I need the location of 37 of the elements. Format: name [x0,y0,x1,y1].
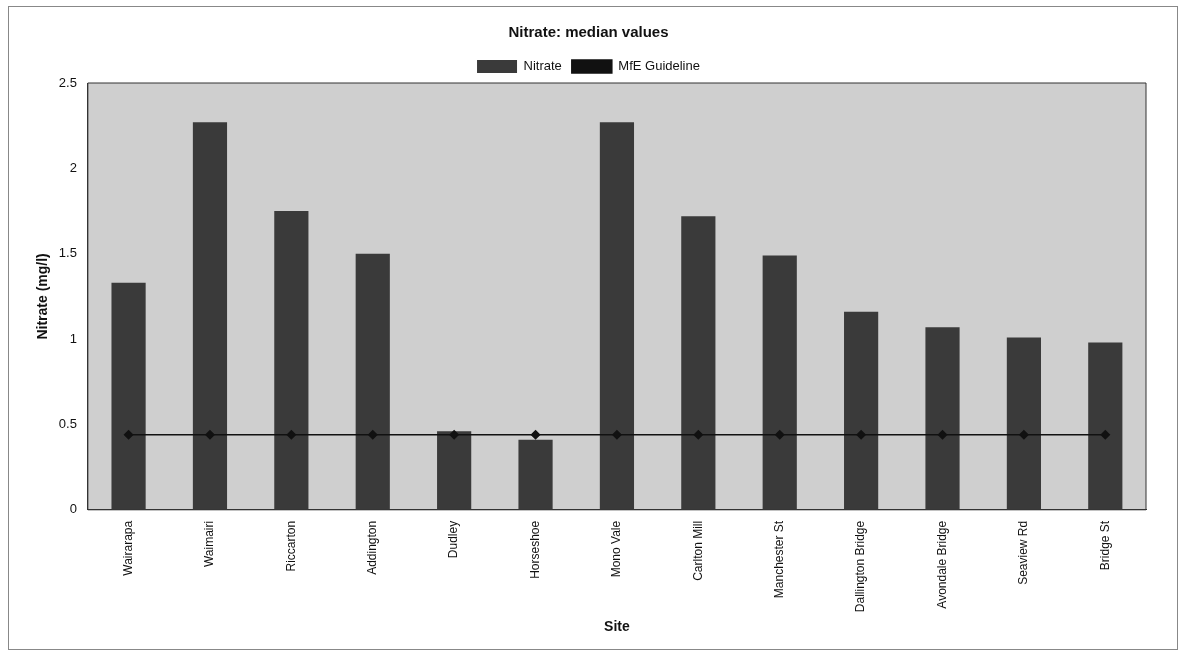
bar [1088,342,1123,510]
y-tick-label: 0 [69,501,77,517]
y-axis-title: Nitrate (mg/l) [34,253,51,340]
y-tick-label: 1.5 [58,245,77,261]
x-tick-label: Manchester St [772,520,787,599]
y-tick-label: 2 [69,159,77,175]
legend-label: Nitrate [523,58,562,74]
x-tick-label: Waimairi [202,520,217,568]
bar [274,211,309,510]
x-tick-label: Seaview Rd [1016,520,1031,585]
y-tick-label: 0.5 [58,416,77,432]
y-tick-label: 2.5 [58,74,77,90]
x-tick-label: Dallington Bridge [853,520,868,613]
bar [681,216,716,510]
bar [192,122,228,510]
x-tick-label: Wairarapa [120,520,135,576]
bar [599,122,635,510]
x-tick-label: Riccarton [283,520,298,572]
x-tick-label: Bridge St [1097,520,1112,571]
x-tick-label: Carlton Mill [690,520,705,581]
bar [844,311,879,510]
x-tick-label: Horseshoe [527,520,542,579]
chart-title: Nitrate: median values [508,23,669,41]
bar [437,431,472,510]
x-tick-label: Avondale Bridge [934,520,949,609]
bar [111,282,146,510]
x-tick-label: Dudley [446,520,461,559]
legend-label: MfE Guideline [618,58,700,74]
x-tick-label: Addington [365,520,380,575]
y-tick-label: 1 [69,330,77,346]
bar [762,255,797,510]
x-tick-label: Mono Vale [609,520,624,578]
bar [1006,337,1041,510]
x-axis-title: Site [604,618,630,635]
bar [355,253,390,510]
bar [925,327,960,510]
bar [518,439,553,510]
